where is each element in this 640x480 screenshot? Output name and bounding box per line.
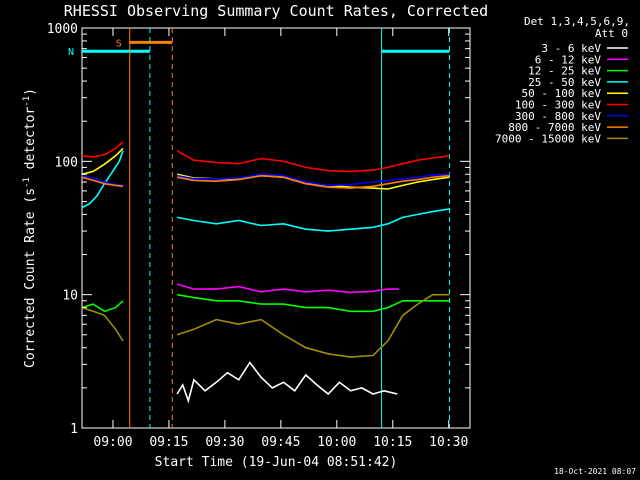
x-tick-label-6: 10:30 — [429, 435, 468, 450]
y-tick-label-0: 1 — [70, 422, 78, 437]
y-axis-label-end: ) — [23, 88, 38, 96]
y-axis-label-sup-1: -1 — [22, 177, 32, 188]
x-tick-label-2: 09:30 — [205, 435, 244, 450]
series-line-300-800-kev — [81, 173, 450, 187]
y-axis-ticks: 1 10 100 1000 — [47, 22, 470, 437]
x-tick-label-0: 09:00 — [93, 435, 132, 450]
y-axis-label-main: Corrected Count Rate (s — [23, 188, 38, 368]
y-tick-label-3: 1000 — [47, 22, 78, 37]
y-axis-label-mid: detector — [23, 107, 38, 178]
x-axis-ticks: 09:00 09:15 09:30 09:45 10:00 10:15 10:30 — [93, 28, 468, 450]
series-layer — [81, 141, 450, 404]
y-axis-label-sup-2: -1 — [22, 96, 32, 107]
plot-timestamp: 18-Oct-2021 08:07 — [554, 467, 636, 476]
y-tick-label-2: 100 — [55, 155, 78, 170]
plot-frame — [81, 27, 471, 429]
y-axis-label: Corrected Count Rate (s-1 detector-1) — [22, 88, 38, 368]
series-line-7000-15000-kev — [81, 293, 450, 358]
legend-label-800-7000-kev: 800 - 7000 keV — [508, 121, 601, 134]
series-line-12-25-kev — [81, 293, 450, 313]
legend-header-detectors: Det 1,3,4,5,6,9, — [524, 15, 630, 28]
markers-layer — [129, 28, 450, 428]
legend-label-3-6-kev: 3 - 6 keV — [541, 42, 601, 55]
x-tick-label-5: 10:15 — [373, 435, 412, 450]
flags-layer: SN — [68, 38, 450, 58]
x-tick-label-1: 09:15 — [149, 435, 188, 450]
x-tick-label-4: 10:00 — [317, 435, 356, 450]
series-line-3-6-kev — [176, 361, 398, 404]
legend-label-300-800-kev: 300 - 800 keV — [515, 110, 601, 123]
flag-label-n: N — [68, 47, 74, 58]
legend-label-12-25-kev: 12 - 25 keV — [528, 65, 601, 78]
legend-label-50-100-kev: 50 - 100 keV — [522, 87, 602, 100]
series-line-100-300-kev — [81, 141, 450, 173]
legend-label-100-300-kev: 100 - 300 keV — [515, 99, 601, 112]
x-axis-label: Start Time (19-Jun-04 08:51:42) — [155, 455, 398, 470]
chart-title: RHESSI Observing Summary Count Rates, Co… — [64, 2, 488, 20]
flag-label-s: S — [116, 38, 122, 49]
y-tick-label-1: 10 — [62, 289, 78, 304]
legend-header-attenuator: Att 0 — [595, 27, 628, 40]
legend-label-25-50-kev: 25 - 50 keV — [528, 76, 601, 89]
series-line-6-12-kev — [176, 283, 400, 294]
legend-label-6-12-kev: 6 - 12 keV — [535, 53, 602, 66]
x-tick-label-3: 09:45 — [261, 435, 300, 450]
legend-label-7000-15000-kev: 7000 - 15000 keV — [495, 132, 601, 145]
series-line-800-7000-kev — [81, 174, 450, 189]
